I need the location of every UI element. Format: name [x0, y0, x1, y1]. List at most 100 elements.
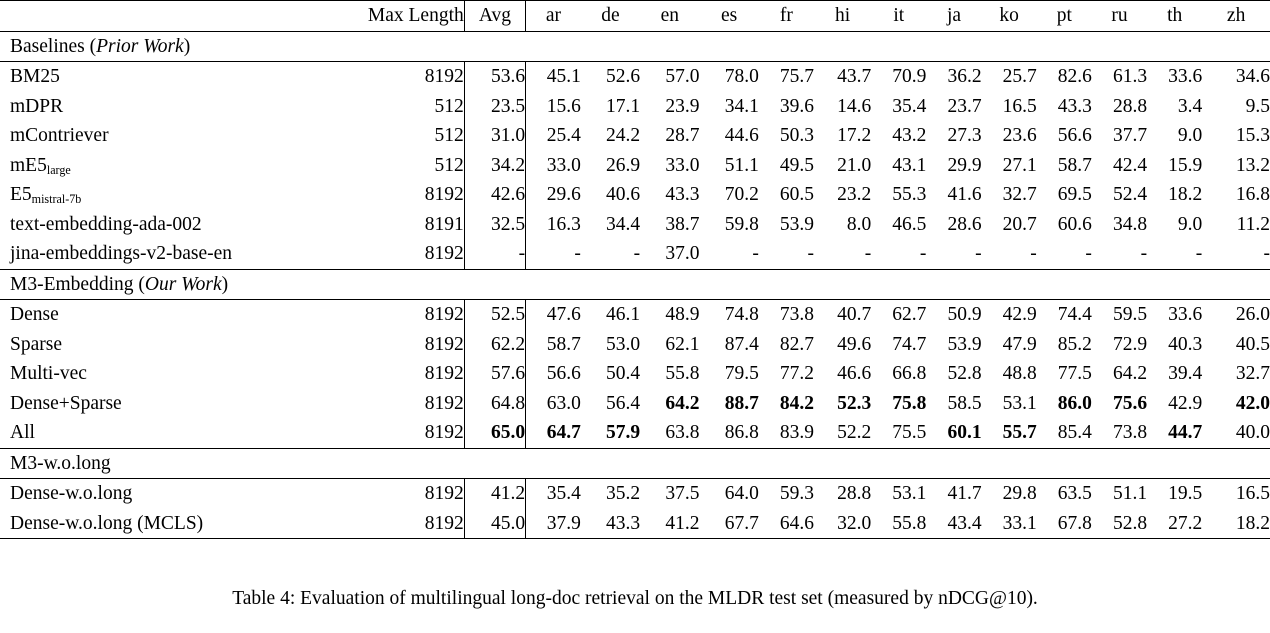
cell-text: 43.1: [892, 154, 927, 176]
cell-text: 63.0: [546, 392, 581, 414]
cell-text: 43.3: [606, 512, 641, 534]
cell-text: 26.0: [1235, 304, 1270, 325]
row-score-pt: 58.7: [1037, 151, 1092, 181]
row-score-th: 33.6: [1147, 62, 1202, 92]
cell-text: 35.4: [546, 483, 581, 504]
cell-text: 55.8: [665, 363, 700, 384]
cell-text: 40.0: [1235, 422, 1270, 443]
row-score-fr: 39.6: [759, 92, 814, 122]
cell-text: 15.9: [1168, 154, 1203, 176]
row-model-name: BM25: [0, 62, 312, 92]
row-score-it: 70.9: [871, 62, 926, 92]
cell-text: -: [919, 243, 927, 264]
row-score-zh: 40.5: [1202, 330, 1270, 360]
cell-text: 8192: [424, 184, 464, 205]
row-score-es: 78.0: [699, 62, 759, 92]
cell-text: 75.7: [779, 66, 814, 87]
cell-text: 52.8: [1112, 512, 1148, 534]
rule-cell: [0, 268, 1270, 270]
header-lang-ja: ja: [926, 1, 981, 31]
cell-text: 62.7: [892, 304, 927, 325]
row-score-es: 70.2: [699, 180, 759, 210]
section-title: Baselines (Prior Work): [0, 32, 1270, 62]
cell-text: 40.3: [1168, 333, 1203, 355]
cell-text: 40.7: [837, 304, 872, 325]
cell-text: ko: [999, 5, 1019, 26]
row-score-ru: 75.6: [1092, 389, 1147, 419]
table-rule: [0, 478, 1270, 479]
row-model-name: Dense: [0, 300, 312, 330]
section-title-row: M3-Embedding (Our Work): [0, 270, 1270, 300]
cell-text: 19.5: [1168, 483, 1203, 504]
row-score-fr: 49.5: [759, 151, 814, 181]
row-model-text: mE5large: [10, 154, 71, 177]
row-model-name: Sparse: [0, 330, 312, 360]
cell-text: 70.2: [724, 184, 759, 205]
cell-text: -: [1085, 243, 1092, 264]
cell-text: 42.9: [1002, 304, 1037, 325]
row-score-ja: 41.7: [926, 479, 981, 509]
row-avg: 23.5: [463, 91, 527, 121]
row-score-hi: 43.7: [814, 62, 871, 92]
row-model-text: E5mistral-7b: [10, 184, 82, 207]
row-score-pt: 63.5: [1037, 479, 1092, 509]
cell-text: 55.7: [1002, 422, 1037, 443]
row-model-text: text-embedding-ada-002: [10, 213, 202, 235]
row-model-name: text-embedding-ada-002: [0, 210, 312, 240]
row-model-text: Dense: [10, 304, 59, 325]
row-score-ar: 45.1: [526, 62, 581, 92]
row-score-it: 75.5: [871, 418, 926, 448]
row-avg: 32.5: [463, 209, 527, 239]
cell-text: 9.0: [1177, 213, 1203, 235]
row-score-ru: 59.5: [1092, 300, 1147, 330]
cell-text: -: [1140, 243, 1148, 264]
cell-text: 52.5: [491, 304, 526, 325]
row-avg: 31.0: [463, 121, 527, 151]
cell-text: 8191: [424, 213, 464, 235]
cell-text: 44.7: [1168, 422, 1203, 443]
cell-text: 64.8: [491, 392, 526, 414]
row-score-ru: 72.9: [1092, 330, 1147, 360]
row-score-hi: 21.0: [814, 151, 871, 181]
cell-text: 88.7: [724, 392, 759, 414]
row-score-ru: 61.3: [1092, 62, 1147, 92]
cell-text: 42.4: [1112, 154, 1148, 176]
cell-text: 63.8: [665, 422, 700, 443]
row-score-ko: -: [982, 239, 1037, 269]
cell-text: 34.2: [491, 154, 526, 176]
row-model-text: mDPR: [10, 95, 64, 117]
row-score-ko: 16.5: [982, 92, 1037, 122]
cell-text: 33.0: [546, 154, 581, 176]
cell-text: -: [1263, 243, 1270, 264]
row-max-length: 8192: [312, 62, 464, 92]
row-avg: 52.5: [463, 300, 527, 330]
row-avg: 62.2: [463, 329, 527, 359]
row-score-it: 62.7: [871, 300, 926, 330]
cell-text: pt: [1056, 5, 1072, 26]
cell-text: 25.7: [1002, 66, 1037, 87]
cell-text: 21.0: [837, 154, 872, 176]
row-score-ja: 52.8: [926, 359, 981, 389]
cell-text: it: [893, 5, 905, 26]
row-model-text: Dense-w.o.long: [10, 483, 133, 504]
cell-text: 39.4: [1168, 363, 1203, 384]
cell-text: 8192: [424, 304, 464, 325]
cell-text: 57.0: [665, 66, 700, 87]
cell-text: 16.5: [1235, 483, 1270, 504]
cell-text: Avg: [478, 5, 512, 26]
row-model-text: Dense-w.o.long (MCLS): [10, 512, 204, 534]
row-score-ko: 29.8: [982, 479, 1037, 509]
row-score-fr: 75.7: [759, 62, 814, 92]
row-score-es: 79.5: [699, 359, 759, 389]
cell-text: 59.5: [1112, 304, 1148, 325]
cell-text: 37.0: [665, 243, 700, 264]
table-rule: [0, 268, 1270, 270]
row-score-es: 44.6: [699, 121, 759, 151]
cell-text: 37.7: [1112, 125, 1148, 146]
cell-text: 45.1: [546, 66, 581, 87]
row-score-it: 74.7: [871, 330, 926, 360]
row-score-en: 55.8: [640, 359, 699, 389]
row-score-zh: 26.0: [1202, 300, 1270, 330]
cell-text: 72.9: [1112, 333, 1148, 355]
row-score-pt: 85.2: [1037, 330, 1092, 360]
